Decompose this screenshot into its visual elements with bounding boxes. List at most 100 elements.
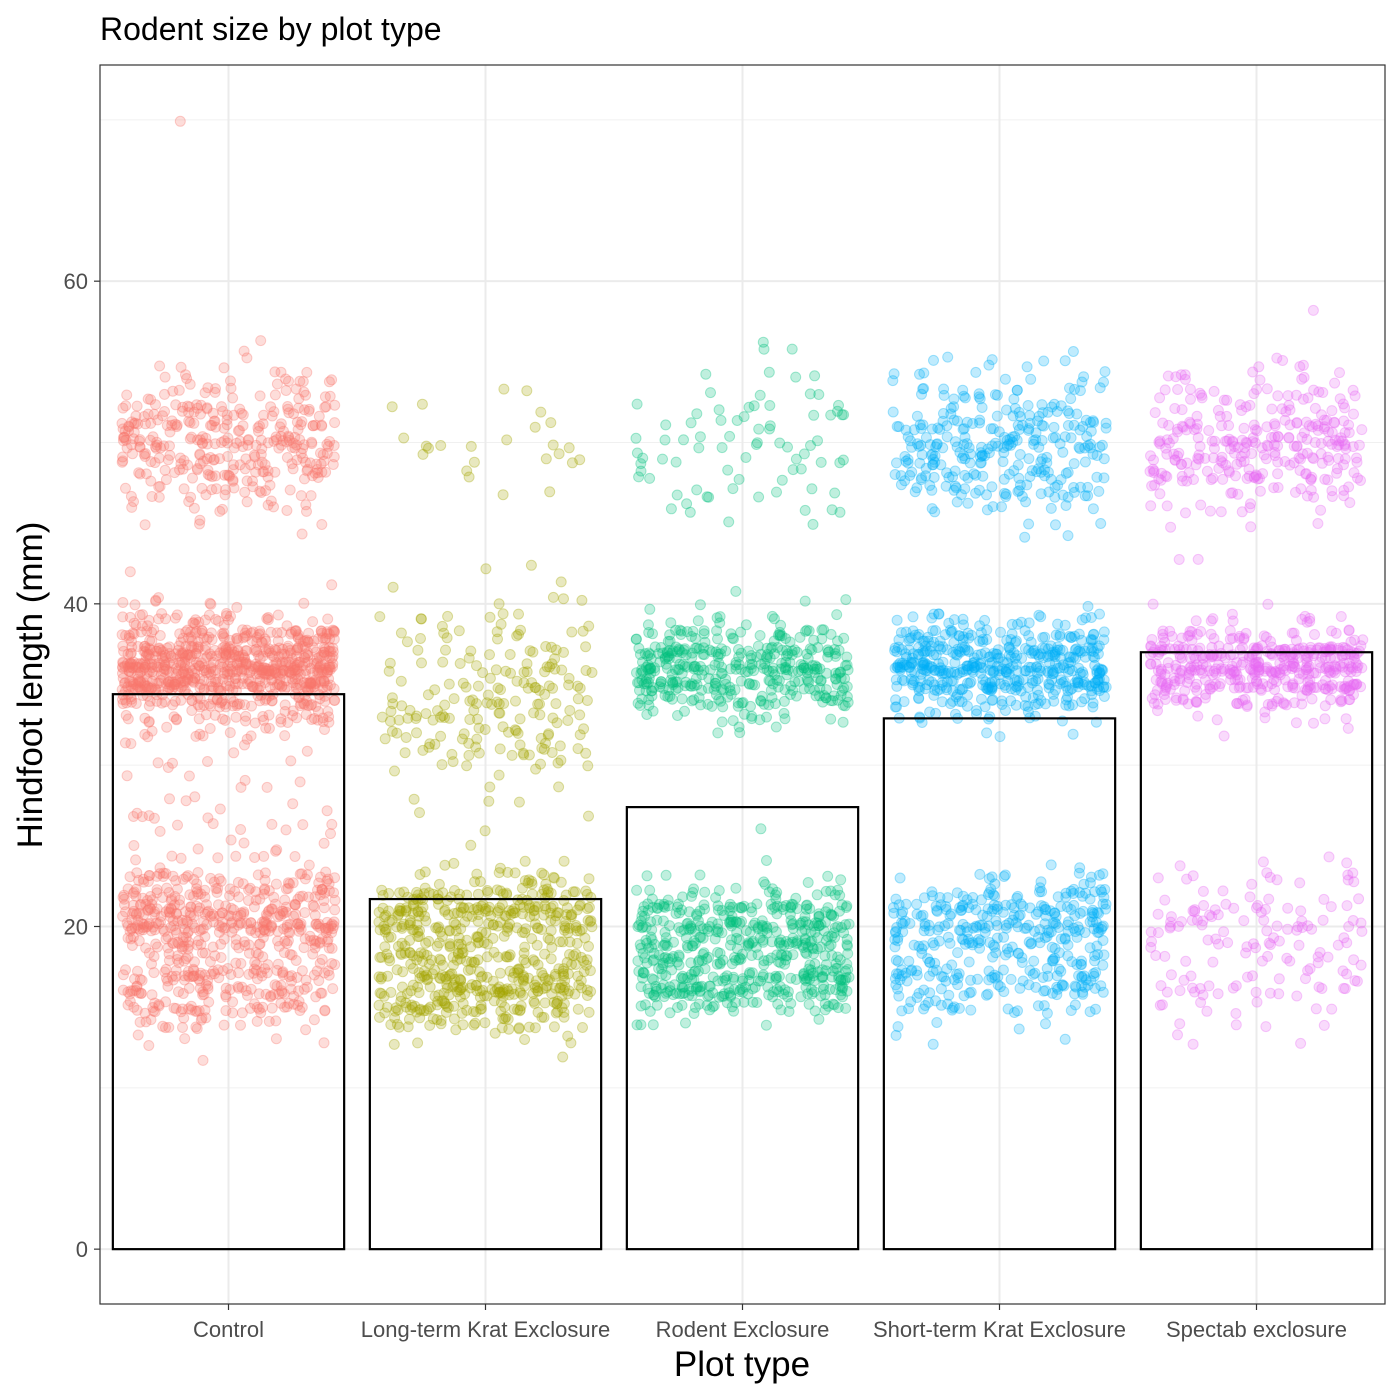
data-point [182,927,194,939]
data-point [177,667,189,678]
data-point [132,1029,144,1041]
data-point [1030,427,1042,439]
data-point [991,389,1003,401]
data-point [1093,485,1105,497]
data-point [766,903,778,915]
data-point [197,455,209,467]
data-point [214,658,226,670]
data-point [170,908,182,920]
data-point [237,409,249,421]
data-point [197,947,208,959]
data-point [117,432,129,444]
data-point [123,632,135,644]
data-point [125,680,137,692]
data-point [423,958,435,970]
data-point [1079,651,1091,663]
data-point [117,611,129,623]
data-point [466,979,478,991]
data-point [202,469,214,480]
data-point [584,965,596,977]
data-point [316,519,328,530]
data-point [678,434,689,446]
data-point [155,668,167,680]
data-point [151,439,163,451]
data-point [1005,439,1017,451]
data-point [942,351,954,363]
data-point [230,850,242,862]
data-point [490,664,502,676]
data-point [735,647,747,659]
data-point [286,458,298,470]
data-point [247,680,259,692]
data-point [730,997,742,1009]
data-point [554,740,566,752]
data-point [321,805,333,817]
data-point [1084,877,1096,889]
data-point [148,1005,159,1017]
data-point [178,483,190,495]
data-point [504,649,516,660]
data-point [1149,407,1161,419]
data-point [155,644,167,656]
data-point [713,657,725,669]
data-point [676,693,688,705]
data-point [204,452,216,463]
data-point [230,711,242,723]
data-point [903,955,915,967]
data-point [250,439,262,451]
data-point [289,442,301,454]
data-point [319,724,330,735]
data-point [505,667,516,679]
data-point [235,824,247,835]
data-point [1081,431,1093,442]
data-point [1100,681,1112,693]
data-point [965,676,977,688]
data-point [443,712,455,724]
data-point [1014,449,1026,460]
data-point [535,758,546,770]
data-point [970,366,982,378]
data-point [302,685,314,696]
data-point [569,886,581,898]
data-point [391,727,403,739]
data-point [822,931,834,943]
data-point [134,609,146,621]
data-point [205,420,216,431]
data-point [301,505,312,517]
data-point [199,1004,211,1016]
data-point [630,432,642,444]
data-point [191,463,203,474]
data-point [280,385,292,396]
data-point [531,982,543,993]
data-point [230,934,242,945]
data-point [286,970,298,982]
data-point [955,489,967,501]
data-point [1054,678,1066,690]
data-point [1025,661,1037,673]
data-point [932,422,944,434]
data-point [835,989,847,1001]
data-point [155,442,167,454]
data-point [170,970,182,982]
data-point [131,867,143,879]
data-point [461,760,473,772]
data-point [497,489,509,501]
data-point [806,483,818,495]
data-point [401,636,413,648]
data-point [282,401,294,412]
data-point [166,666,178,678]
data-point [1024,965,1036,976]
data-point [817,983,829,995]
data-point [1006,941,1018,953]
data-point [841,659,853,671]
data-point [999,373,1011,385]
data-point [1070,643,1082,655]
data-point [255,335,267,347]
data-point [120,400,132,412]
data-point [131,400,143,412]
data-point [233,650,245,662]
data-point [292,918,304,930]
data-point [175,694,187,706]
data-point [807,518,819,530]
data-point [704,664,716,676]
